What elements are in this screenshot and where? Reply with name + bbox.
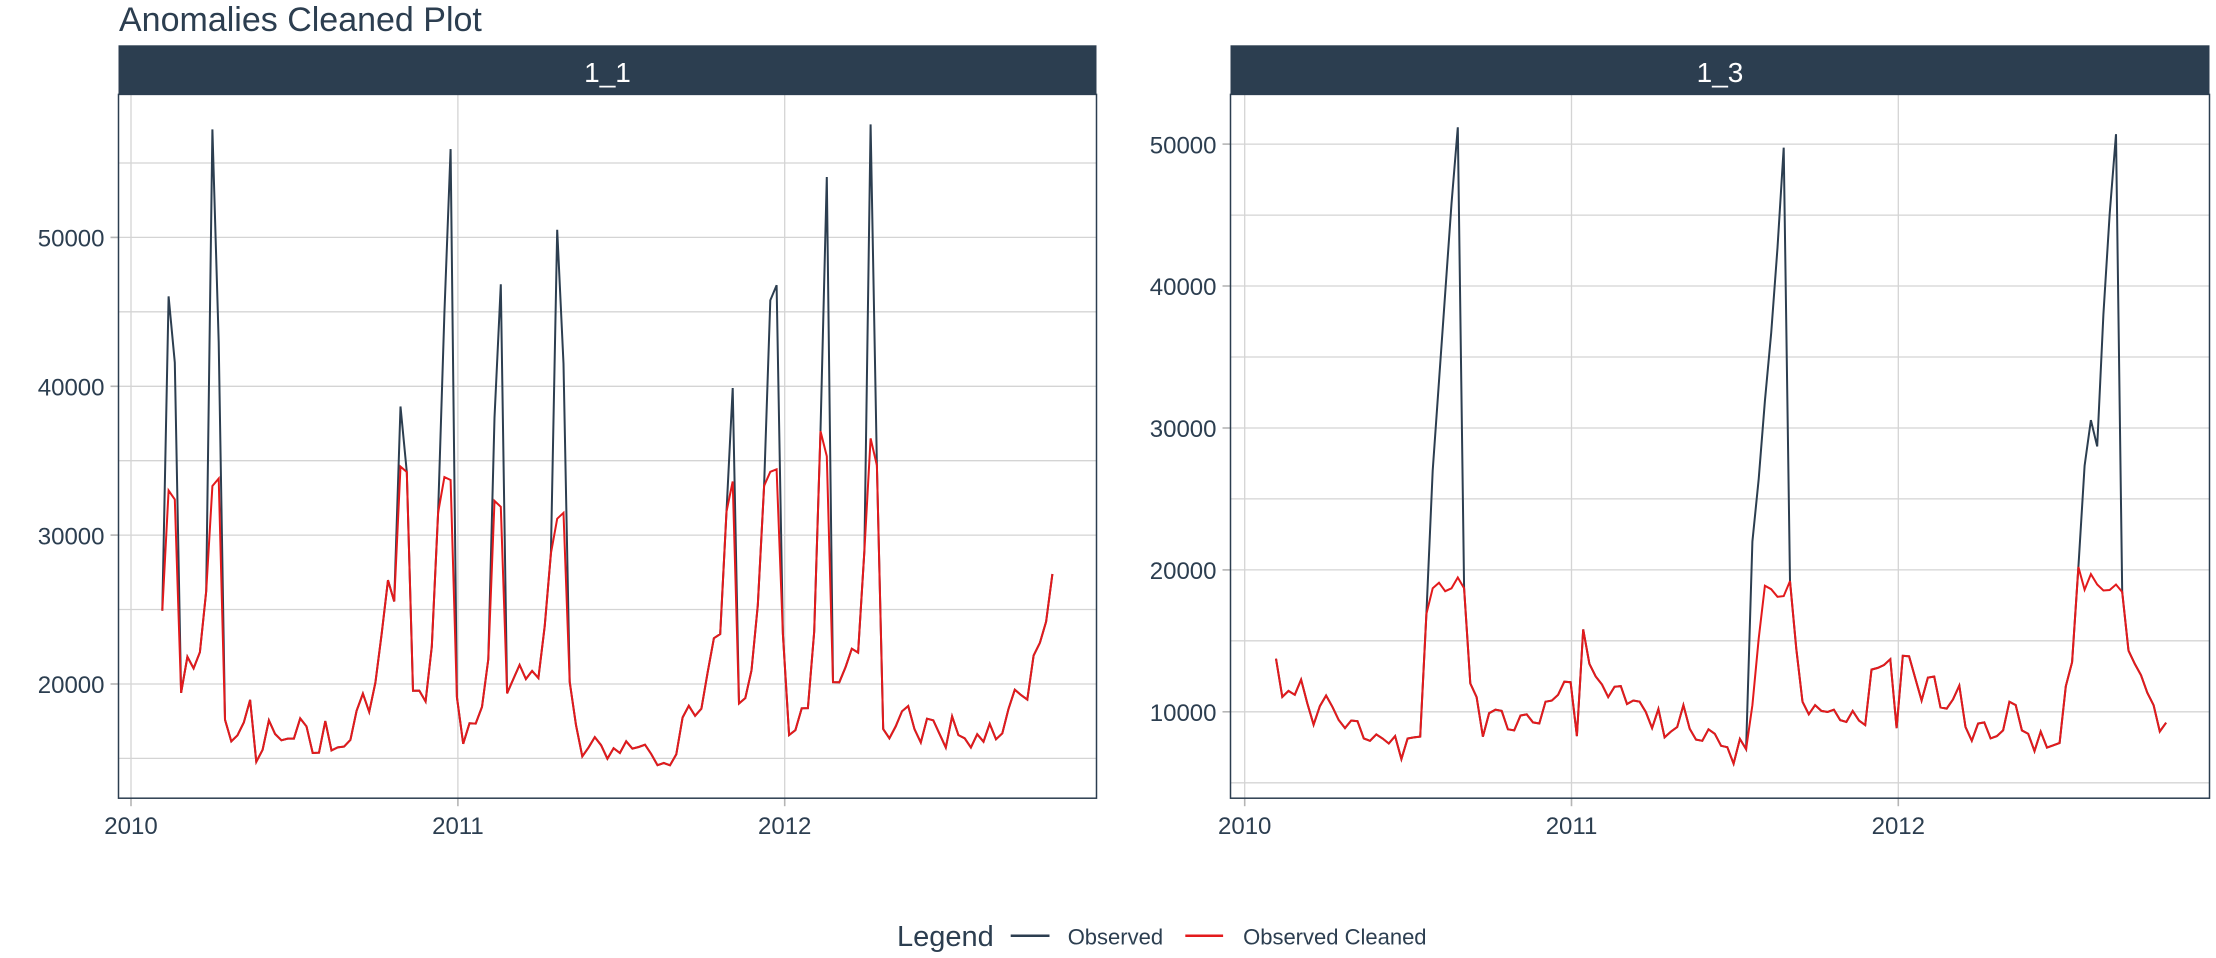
svg-text:Anomalies Cleaned Plot: Anomalies Cleaned Plot: [119, 1, 482, 39]
svg-text:50000: 50000: [1150, 132, 1217, 159]
svg-text:20000: 20000: [38, 672, 105, 699]
svg-text:1_3: 1_3: [1697, 57, 1744, 88]
svg-text:2010: 2010: [104, 813, 157, 840]
svg-text:10000: 10000: [1150, 700, 1217, 727]
svg-text:Legend: Legend: [897, 921, 994, 953]
svg-text:40000: 40000: [1150, 274, 1217, 301]
svg-text:20000: 20000: [1150, 558, 1217, 585]
svg-text:2011: 2011: [1546, 813, 1598, 840]
svg-text:2010: 2010: [1218, 813, 1271, 840]
svg-text:2012: 2012: [758, 813, 811, 840]
svg-text:2011: 2011: [432, 813, 484, 840]
svg-text:30000: 30000: [38, 523, 105, 550]
svg-text:50000: 50000: [38, 226, 105, 253]
svg-text:40000: 40000: [38, 375, 105, 402]
svg-text:2012: 2012: [1872, 813, 1925, 840]
svg-text:30000: 30000: [1150, 416, 1217, 443]
svg-text:Observed: Observed: [1068, 925, 1163, 950]
svg-text:1_1: 1_1: [584, 57, 631, 88]
svg-text:Observed Cleaned: Observed Cleaned: [1243, 925, 1426, 950]
